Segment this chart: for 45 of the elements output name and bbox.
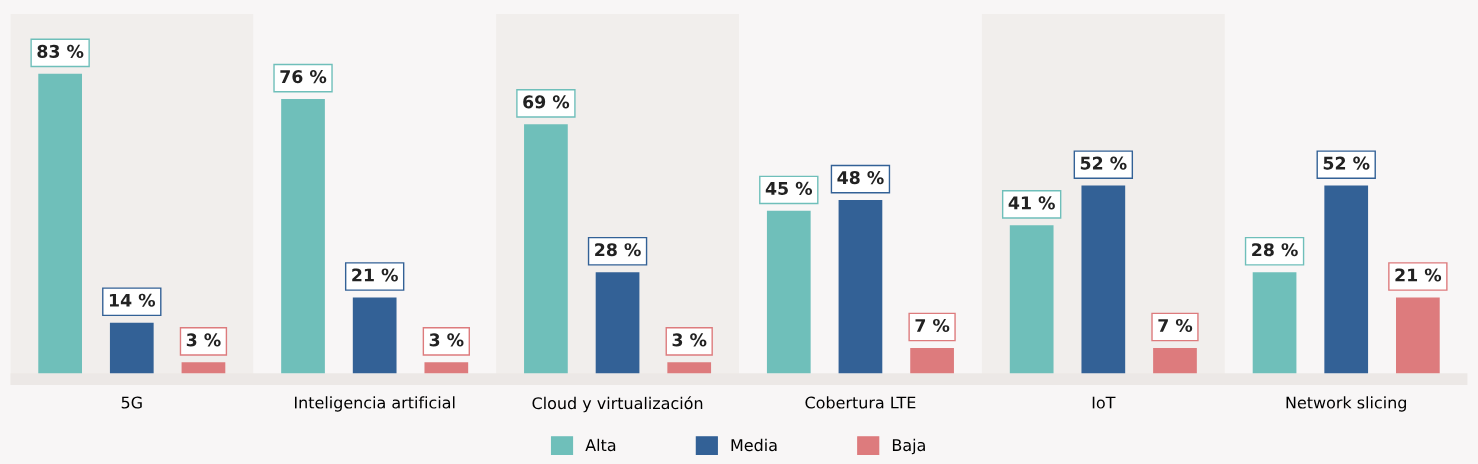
data-label: 3 % bbox=[186, 333, 221, 347]
bar bbox=[181, 362, 226, 374]
bar bbox=[1153, 347, 1197, 374]
bar bbox=[424, 362, 469, 374]
bar bbox=[595, 272, 640, 374]
data-label: 3 % bbox=[429, 333, 464, 347]
data-label: 21 % bbox=[1395, 268, 1442, 282]
data-label: 41 % bbox=[1008, 196, 1055, 210]
bar bbox=[38, 73, 82, 374]
data-label: 83 % bbox=[37, 44, 84, 58]
data-label: 21 % bbox=[352, 268, 398, 282]
x-tick-label: Cloud y virtualización bbox=[532, 396, 703, 413]
bar bbox=[1324, 185, 1369, 374]
x-tick-label: 5G bbox=[121, 396, 142, 409]
data-label: 76 % bbox=[280, 70, 327, 84]
bar bbox=[281, 99, 325, 374]
bar bbox=[352, 297, 397, 374]
bar bbox=[910, 347, 954, 374]
bar bbox=[1252, 272, 1297, 374]
data-label: 7 % bbox=[915, 318, 950, 333]
data-label: 52 % bbox=[1080, 156, 1127, 170]
data-label: 3 % bbox=[672, 333, 707, 347]
bar bbox=[524, 124, 568, 374]
data-label: 52 % bbox=[1323, 156, 1370, 170]
bar bbox=[1009, 225, 1054, 374]
data-label: 45 % bbox=[765, 181, 813, 195]
data-label: 28 % bbox=[1252, 243, 1298, 257]
x-tick-label: Network slicing bbox=[1286, 396, 1406, 412]
bar bbox=[1081, 185, 1126, 374]
bar bbox=[1396, 297, 1440, 374]
data-label: 69 % bbox=[523, 95, 570, 109]
data-label: 28 % bbox=[595, 243, 641, 257]
data-label: 7 % bbox=[1158, 318, 1193, 333]
bar bbox=[838, 200, 883, 374]
legend-label: Baja bbox=[892, 438, 925, 455]
bar bbox=[109, 322, 154, 374]
legend-label: Alta bbox=[585, 438, 616, 452]
bar bbox=[766, 210, 811, 374]
data-label: 48 % bbox=[837, 171, 884, 185]
x-tick-label: Cobertura LTE bbox=[805, 396, 916, 409]
legend-label: Media bbox=[731, 438, 777, 452]
x-tick-label: IoT bbox=[1092, 396, 1116, 409]
data-label: 14 % bbox=[109, 293, 156, 307]
x-tick-label: Inteligencia artificial bbox=[294, 396, 455, 412]
bar bbox=[667, 362, 712, 374]
